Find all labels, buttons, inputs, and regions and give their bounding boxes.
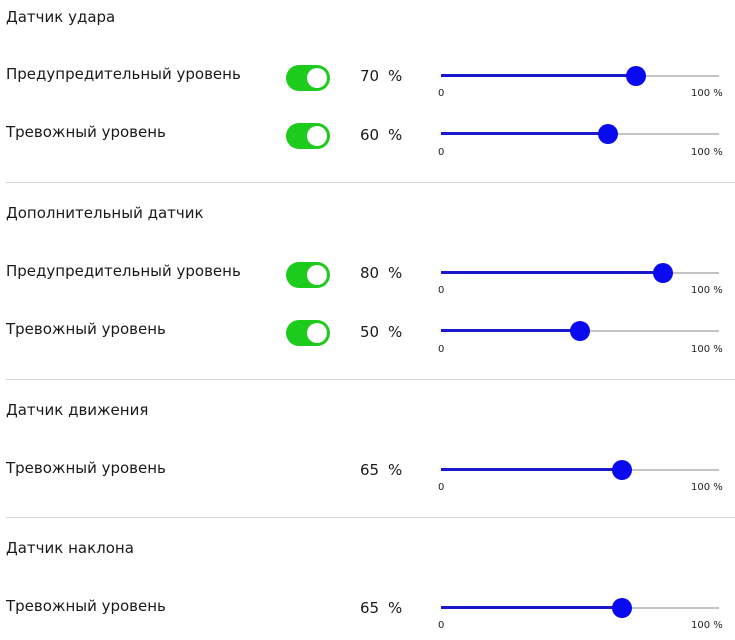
alarm-level-slider[interactable]	[441, 124, 719, 144]
alarm-level-value: 60	[360, 126, 380, 144]
alarm-level-value: 65	[360, 461, 380, 479]
slider-thumb[interactable]	[653, 263, 674, 283]
alarm-level-slider[interactable]	[441, 598, 719, 618]
slider-min-label: 0	[438, 344, 445, 355]
section-divider	[6, 379, 735, 380]
row-label-warning-level: Предупредительный уровень	[6, 262, 241, 280]
slider-max-label: 100 %	[691, 285, 723, 296]
row-label-alarm-level: Тревожный уровень	[6, 597, 166, 615]
slider-max-label: 100 %	[691, 620, 723, 631]
percent-sign: %	[388, 67, 403, 85]
slider-max-label: 100 %	[691, 344, 723, 355]
alarm-level-toggle[interactable]	[286, 123, 330, 149]
section-title-motion-sensor: Датчик движения	[6, 401, 149, 419]
warning-level-toggle[interactable]	[286, 262, 330, 288]
section-title-tilt-sensor: Датчик наклона	[6, 539, 134, 557]
toggle-knob	[307, 323, 327, 343]
percent-sign: %	[388, 599, 403, 617]
slider-max-label: 100 %	[691, 88, 723, 99]
percent-sign: %	[388, 461, 403, 479]
percent-sign: %	[388, 126, 403, 144]
slider-thumb[interactable]	[597, 124, 618, 144]
slider-thumb[interactable]	[611, 460, 632, 480]
alarm-level-toggle[interactable]	[286, 320, 330, 346]
slider-fill	[441, 329, 580, 332]
slider-fill	[441, 606, 622, 609]
warning-level-slider[interactable]	[441, 66, 719, 86]
section-divider	[6, 517, 735, 518]
alarm-level-slider[interactable]	[441, 321, 719, 341]
section-divider	[6, 182, 735, 183]
slider-min-label: 0	[438, 482, 445, 493]
slider-fill	[441, 132, 608, 135]
warning-level-value: 70	[360, 67, 380, 85]
slider-fill	[441, 468, 622, 471]
percent-sign: %	[388, 264, 403, 282]
row-label-alarm-level: Тревожный уровень	[6, 123, 166, 141]
slider-min-label: 0	[438, 88, 445, 99]
warning-level-value: 80	[360, 264, 380, 282]
toggle-knob	[307, 126, 327, 146]
slider-thumb[interactable]	[611, 598, 632, 618]
slider-thumb[interactable]	[570, 321, 590, 341]
slider-fill	[441, 74, 636, 77]
toggle-knob	[307, 265, 327, 285]
slider-min-label: 0	[438, 285, 445, 296]
slider-max-label: 100 %	[691, 482, 723, 493]
slider-min-label: 0	[438, 147, 445, 158]
slider-fill	[441, 271, 664, 274]
alarm-level-value: 50	[360, 323, 380, 341]
alarm-level-slider[interactable]	[441, 460, 719, 480]
slider-min-label: 0	[438, 620, 445, 631]
warning-level-toggle[interactable]	[286, 65, 330, 91]
alarm-level-value: 65	[360, 599, 380, 617]
row-label-alarm-level: Тревожный уровень	[6, 459, 166, 477]
toggle-knob	[307, 68, 327, 88]
row-label-warning-level: Предупредительный уровень	[6, 65, 241, 83]
section-title-additional-sensor: Дополнительный датчик	[6, 204, 204, 222]
section-title-impact-sensor: Датчик удара	[6, 8, 116, 26]
slider-max-label: 100 %	[691, 147, 723, 158]
warning-level-slider[interactable]	[441, 263, 719, 283]
percent-sign: %	[388, 323, 403, 341]
slider-thumb[interactable]	[625, 66, 646, 86]
row-label-alarm-level: Тревожный уровень	[6, 320, 166, 338]
